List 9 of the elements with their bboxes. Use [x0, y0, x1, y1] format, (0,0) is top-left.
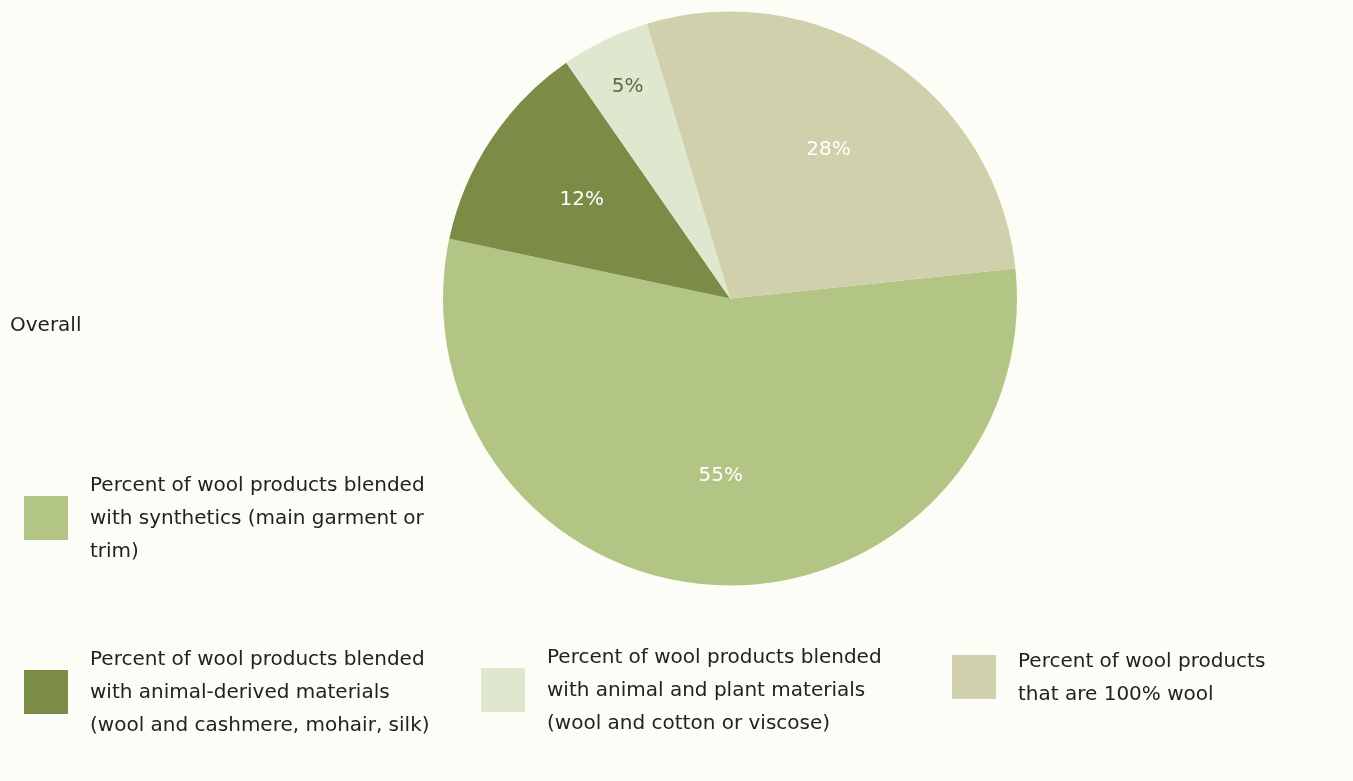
data-label: 28% [806, 136, 851, 161]
legend-label: Percent of wool products blended with synthetics (main garment or trim) [90, 471, 426, 564]
legend-label: Percent of wool products blended with animal-derived materials (wool and cashmere, mohair, silk) [90, 645, 430, 738]
legend-label: Percent of wool products blended with animal and plant materials (wool and cotton or viscose) [547, 643, 883, 736]
legend-label: Percent of wool products that are 100% wool [1018, 647, 1267, 707]
data-label: 5% [611, 72, 644, 97]
legend-title: Overall [10, 312, 82, 336]
data-label: 12% [559, 186, 605, 211]
data-label: 55% [698, 462, 743, 487]
